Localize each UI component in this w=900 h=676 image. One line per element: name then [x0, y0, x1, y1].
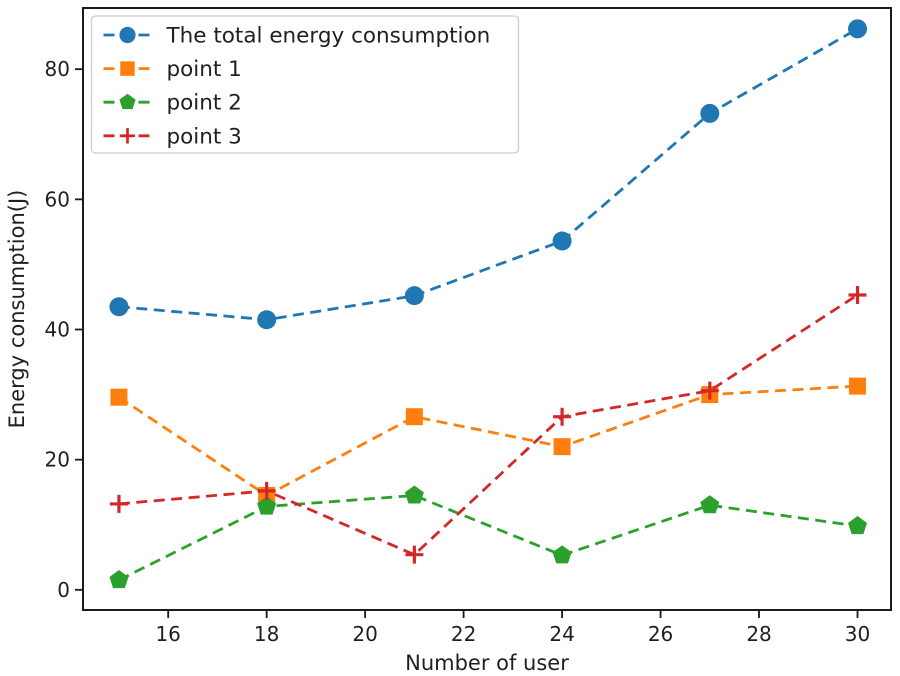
legend-marker-point-1 — [120, 61, 135, 76]
marker-circle-the-total-energy-consumption — [257, 310, 277, 330]
y-axis-label: Energy consumption(J) — [5, 190, 29, 429]
legend-label-point-2: point 2 — [167, 91, 242, 116]
series-line-the-total-energy-consumption — [118, 27, 859, 322]
marker-plus-point-3 — [700, 381, 719, 400]
x-tick-label: 18 — [254, 622, 279, 646]
marker-circle-the-total-energy-consumption — [552, 231, 572, 251]
marker-pentagon-point-2 — [404, 485, 424, 504]
marker-pentagon-point-2 — [109, 570, 129, 589]
y-tick-label: 60 — [45, 187, 70, 211]
marker-circle-the-total-energy-consumption — [700, 103, 720, 123]
x-tick-label: 30 — [845, 622, 870, 646]
series-line-point-3 — [118, 293, 859, 557]
series-line-point-2 — [118, 494, 858, 582]
y-tick-label: 0 — [57, 578, 70, 602]
marker-plus-point-3 — [848, 286, 867, 305]
y-tick-label: 20 — [45, 448, 70, 472]
marker-pentagon-point-2 — [848, 516, 868, 535]
series-line-point-1 — [118, 384, 858, 498]
x-tick-label: 28 — [746, 622, 771, 646]
marker-pentagon-point-2 — [700, 495, 720, 514]
marker-square-point-1 — [110, 388, 128, 406]
plot-border — [82, 7, 892, 611]
legend-label-point-3: point 3 — [167, 124, 242, 149]
y-tick-label: 40 — [45, 318, 70, 342]
x-axis-label: Number of user — [405, 651, 569, 675]
marker-square-point-1 — [405, 408, 423, 426]
x-tick-label: 22 — [451, 622, 476, 646]
marker-plus-point-3 — [405, 545, 424, 564]
marker-plus-point-3 — [109, 494, 128, 513]
marker-pentagon-point-2 — [257, 496, 277, 515]
legend-box — [90, 15, 520, 154]
marker-plus-point-3 — [553, 407, 572, 426]
x-tick-label: 26 — [648, 622, 673, 646]
legend: The total energy consumption point 1 point… — [90, 15, 520, 154]
series-layer — [109, 19, 868, 589]
legend-label-the-total-energy-consumption: The total energy consumption — [166, 24, 491, 49]
x-tick-label: 24 — [549, 622, 574, 646]
axes-layer: 16 18 20 22 24 26 28 30 0 20 40 60 80 — [45, 7, 892, 646]
marker-square-point-1 — [553, 438, 571, 456]
y-tick-label: 80 — [45, 57, 70, 81]
x-tick-label: 20 — [352, 622, 377, 646]
marker-circle-the-total-energy-consumption — [848, 19, 868, 39]
marker-circle-the-total-energy-consumption — [404, 286, 424, 306]
legend-label-point-1: point 1 — [167, 57, 242, 82]
marker-pentagon-point-2 — [552, 545, 572, 564]
legend-marker-point-3 — [119, 128, 136, 144]
marker-circle-the-total-energy-consumption — [109, 297, 129, 317]
x-tick-label: 16 — [155, 622, 180, 646]
marker-plus-point-3 — [257, 481, 276, 500]
marker-square-point-1 — [849, 377, 867, 395]
legend-marker-the-total-energy-consumption — [119, 26, 136, 44]
legend-marker-point-2 — [119, 93, 136, 110]
